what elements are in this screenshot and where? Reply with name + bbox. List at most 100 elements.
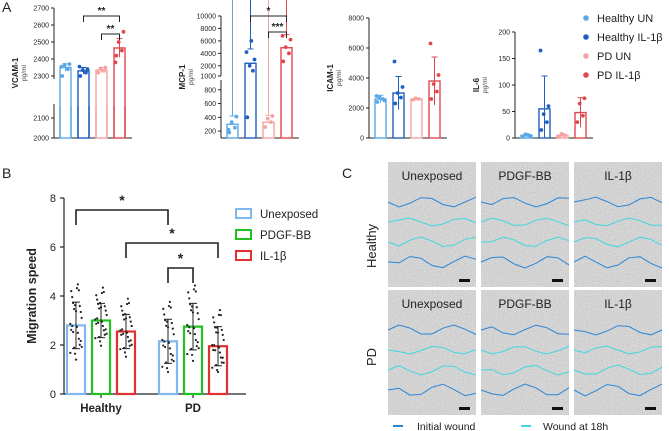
- final-wound-bottom-healthy-pdgf: [480, 236, 570, 247]
- migration-point-0-0-11: [79, 310, 82, 314]
- migration-point-0-2-17: [123, 346, 126, 350]
- icam-point-0-0: [375, 100, 380, 104]
- scale-bar-pd-unexposed: [459, 407, 470, 410]
- micrograph-title-pd-il: IL-1β: [604, 297, 632, 311]
- vcam-tick-label-3: 2600: [33, 23, 49, 30]
- vcam-sig-label-0: **: [98, 6, 106, 17]
- legend-box-unexposed: [235, 208, 252, 219]
- initial-wound-bottom-pd-unexposed: [387, 383, 477, 397]
- mcp-tick-label-6: 4000: [200, 51, 216, 58]
- icam-point-2-2: [413, 96, 418, 101]
- migration-point-0-1-25: [105, 313, 108, 317]
- migration-point-0-1-23: [103, 305, 106, 308]
- migration-point-1-0-21: [168, 300, 171, 303]
- migration-sig-label-1: *: [169, 225, 175, 241]
- migration-point-1-0-9: [169, 306, 172, 309]
- migration-point-1-1-0: [186, 352, 189, 356]
- migration-point-0-2-10: [128, 344, 131, 347]
- panel-label-c: C: [342, 165, 352, 181]
- migration-point-1-0-3: [164, 345, 167, 349]
- migration-point-0-1-0: [94, 337, 97, 340]
- migration-point-0-0-16: [72, 301, 75, 305]
- migration-point-0-0-22: [77, 337, 80, 340]
- migration-point-0-0-23: [78, 304, 81, 308]
- il6-point-2-0: [557, 134, 562, 139]
- il6-point-2-2: [559, 131, 564, 136]
- legend-label-final: Wound at 18h: [543, 421, 608, 431]
- final-wound-bottom-pd-pdgf: [480, 364, 570, 376]
- mcp-point-0-2: [229, 120, 234, 125]
- icam-point-0-2: [377, 95, 382, 100]
- mcp-point-1-4: [244, 50, 249, 54]
- il6-point-3-3: [582, 96, 587, 101]
- mcp-point-2-0: [263, 125, 268, 129]
- migration-point-1-0-18: [165, 320, 169, 323]
- migration-point-0-0-24: [79, 339, 82, 343]
- migration-tick-label-3: 6: [50, 242, 56, 254]
- initial-wound-top-pd-pdgf: [480, 324, 570, 336]
- migration-point-1-2-4: [215, 331, 218, 334]
- migration-point-0-0-4: [73, 307, 76, 311]
- migration-point-0-1-22: [102, 329, 105, 332]
- migration-point-1-1-15: [188, 326, 191, 329]
- migration-sig-bracket-0: [75, 209, 169, 225]
- micrograph-title-healthy-unexposed: Unexposed: [402, 169, 463, 183]
- panel-label-b: B: [2, 165, 11, 181]
- migration-point-0-0-3: [72, 330, 75, 334]
- migration-tick-label-1: 2: [50, 340, 56, 352]
- vcam-sig-bracket-1: [101, 33, 120, 40]
- migration-point-1-2-21: [218, 308, 221, 312]
- il6-yunit: pg/ml: [482, 77, 489, 93]
- migration-point-1-0-13: [161, 338, 164, 342]
- migration-point-0-1-21: [101, 286, 104, 289]
- vcam-chart: 2300 2400 2500 2600 2700 VCAM-1 pg/ml **** 2100 2…: [11, 6, 132, 143]
- mcp-bar-2: [262, 121, 275, 139]
- legend-marker-pd-un: [583, 53, 589, 59]
- migration-point-1-1-12: [197, 347, 200, 350]
- mcp-point-1-5: [249, 38, 254, 43]
- il6-point-1-2: [541, 112, 546, 117]
- migration-point-1-1-11: [196, 312, 199, 315]
- migration-point-1-2-3: [214, 349, 217, 352]
- icam-point-1-3: [400, 85, 405, 89]
- migration-point-1-2-8: [218, 351, 221, 354]
- mcp-sig-bracket-1: [268, 31, 287, 38]
- migration-tick-label-2: 4: [50, 291, 56, 303]
- migration-point-0-1-2: [96, 298, 99, 301]
- il6-point-0-2: [523, 132, 528, 137]
- migration-point-0-2-16: [122, 313, 125, 317]
- icam-tick-label-0: 0: [360, 136, 364, 143]
- mcp-tick-label-2: 600: [204, 101, 216, 108]
- legend-a: Healthy UN Healthy IL-1β PD UN PD IL-1β: [583, 13, 663, 82]
- final-wound-bottom-healthy-il: [573, 236, 663, 248]
- migration-point-0-2-7: [125, 302, 129, 306]
- vcam-bar-1: [77, 70, 90, 139]
- migration-point-1-2-10: [220, 361, 223, 364]
- migration-point-0-2-4: [123, 318, 126, 321]
- mcp-point-3-1: [287, 51, 291, 56]
- icam-tick-label-4: 8000: [348, 16, 364, 23]
- il6-point-1-3: [546, 104, 551, 109]
- mcp-point-2-3: [270, 114, 275, 118]
- migration-point-1-2-14: [212, 316, 215, 319]
- initial-wound-top-healthy-pdgf: [480, 197, 570, 208]
- legend-marker-healthy-un: [583, 15, 589, 21]
- il6-chart: 0 50 100 150 200 IL-6 pg/ml: [472, 30, 593, 143]
- migration-point-0-1-8: [101, 324, 104, 328]
- legend-marker-pd-il: [583, 72, 589, 78]
- migration-point-0-2-2: [121, 309, 124, 312]
- migration-point-1-1-8: [193, 332, 196, 336]
- migration-point-1-2-20: [217, 346, 221, 349]
- legend-label-healthy-il: Healthy IL-1β: [597, 32, 663, 44]
- migration-tick-label-0: 0: [50, 389, 56, 401]
- final-wound-top-healthy-il: [573, 217, 662, 227]
- icam-point-3-2: [431, 82, 436, 86]
- il6-point-1-1: [545, 120, 549, 124]
- migration-point-0-2-20: [125, 331, 129, 334]
- migration-point-0-0-8: [76, 331, 79, 334]
- migration-point-0-1-10: [103, 333, 106, 336]
- scale-bar-pd-pdgf: [552, 407, 563, 410]
- migration-point-1-0-25: [172, 333, 175, 336]
